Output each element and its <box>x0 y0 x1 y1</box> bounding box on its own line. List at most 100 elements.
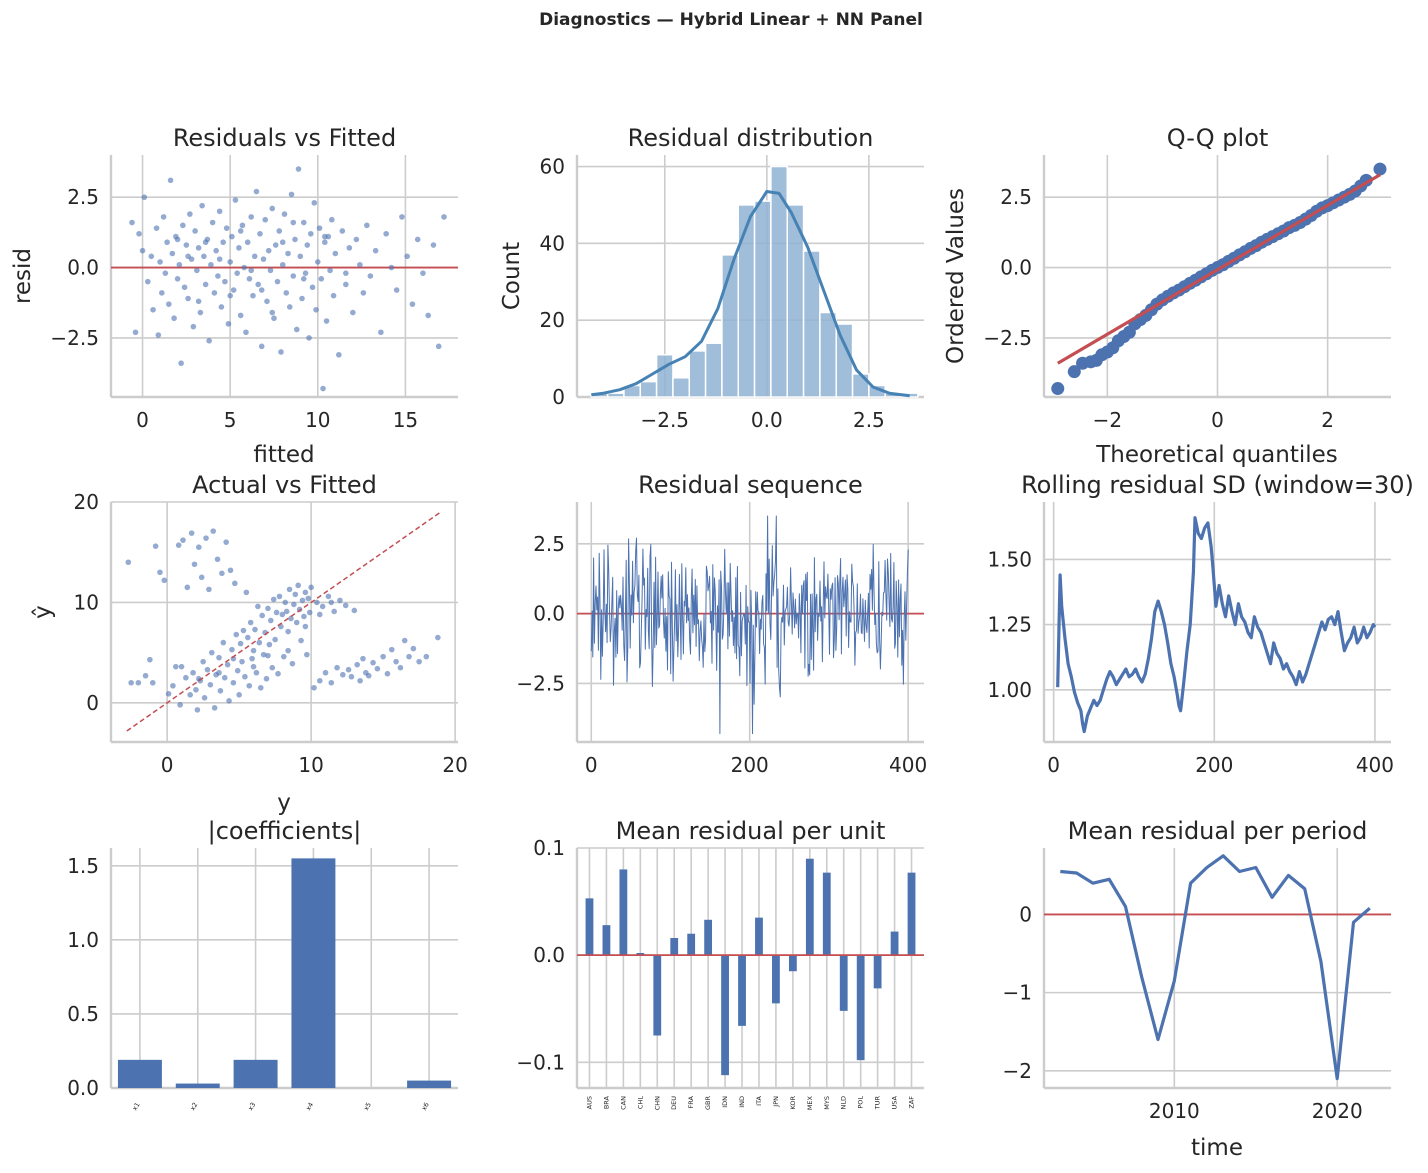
x-tick-label: ZAF <box>908 1096 916 1109</box>
scatter-point <box>332 250 339 257</box>
scatter-point <box>401 637 408 644</box>
scatter-point <box>248 214 255 220</box>
scatter-point <box>260 651 267 658</box>
scatter-point <box>300 219 307 226</box>
unit-residual-bar <box>704 919 713 956</box>
scatter-point <box>165 690 172 697</box>
figure-suptitle: Diagnostics — Hybrid Linear + NN Panel <box>539 10 923 30</box>
scatter-point <box>258 343 265 350</box>
scatter-point <box>286 586 293 593</box>
scatter-point <box>201 253 207 260</box>
scatter-point <box>399 214 405 220</box>
scatter-point <box>357 677 363 684</box>
scatter-point <box>197 309 204 316</box>
scatter-point <box>195 245 202 251</box>
scatter-point <box>314 259 321 265</box>
scatter-point <box>227 567 234 574</box>
scatter-point <box>351 607 358 614</box>
scatter-point <box>322 233 328 240</box>
scatter-point <box>193 686 199 693</box>
scatter-point <box>177 702 183 708</box>
scatter-point <box>290 273 297 279</box>
y-tick-label: 40 <box>540 231 565 255</box>
scatter-point <box>174 236 181 243</box>
scatter-point <box>149 679 156 686</box>
scatter-point <box>270 596 277 603</box>
scatter-point <box>286 304 293 310</box>
scatter-point <box>283 608 290 615</box>
scatter-point <box>132 329 139 336</box>
scatter-point <box>210 528 217 534</box>
panel-resid-hist: 0 20 40 60 −2.5 0.0 2.5 Residual distribution Co… <box>499 124 924 432</box>
scatter-point <box>288 191 295 198</box>
scatter-point <box>343 270 349 276</box>
x-tick-label: x3 <box>246 1101 257 1112</box>
x-axis-label: y <box>277 790 291 816</box>
y-tick-label: −0.1 <box>516 1050 565 1074</box>
x-tick-label: IND <box>738 1096 746 1108</box>
scatter-point <box>246 276 253 282</box>
scatter-point <box>214 556 221 563</box>
scatter-point <box>285 250 291 257</box>
scatter-point <box>285 647 291 654</box>
panel-resid-fitted: −2.5 0.0 2.5 0 5 10 15 Residuals vs Fitted fitte… <box>10 124 458 468</box>
scatter-point <box>147 656 153 663</box>
scatter-point <box>223 225 230 231</box>
scatter-point <box>334 664 340 671</box>
x-tick-label: USA <box>891 1095 899 1109</box>
panel-title: Q-Q plot <box>1167 124 1269 152</box>
scatter-point <box>188 530 195 536</box>
scatter-point <box>289 660 296 667</box>
scatter-point <box>162 270 169 276</box>
unit-residual-bar <box>856 955 865 1061</box>
scatter-point <box>206 586 212 593</box>
x-tick-label: 10 <box>298 753 323 777</box>
scatter-point <box>216 654 222 661</box>
y-axis-label: ŷ <box>30 605 56 619</box>
x-tick-label: 400 <box>1356 753 1394 777</box>
panel-title: Actual vs Fitted <box>192 471 377 499</box>
scatter-point <box>145 278 151 285</box>
scatter-point <box>215 273 221 279</box>
scatter-point <box>239 222 246 229</box>
scatter-point <box>337 597 343 604</box>
scatter-point <box>336 351 342 358</box>
scatter-point <box>330 292 337 299</box>
panel-grid: −2.5 0.0 2.5 0 5 10 15 Residuals vs Fitted fitte… <box>10 124 1414 1161</box>
scatter-point <box>209 219 216 226</box>
x-tick-label: 400 <box>889 753 927 777</box>
scatter-point <box>353 236 360 243</box>
x-tick-label: NLD <box>840 1096 848 1110</box>
scatter-point <box>206 337 212 344</box>
unit-residual-bar <box>602 925 611 956</box>
scatter-point <box>171 315 177 322</box>
scatter-point <box>200 658 206 665</box>
x-tick-label: JPN <box>772 1096 780 1108</box>
scatter-point <box>255 603 261 610</box>
x-tick-label: 0 <box>1047 753 1060 777</box>
scatter-point <box>229 233 235 240</box>
scatter-point <box>409 301 416 307</box>
scatter-point <box>236 692 242 698</box>
scatter-point <box>343 281 349 288</box>
scatter-point <box>276 228 283 234</box>
histogram-bar <box>851 373 870 398</box>
scatter-point <box>250 647 257 654</box>
scatter-point <box>360 290 367 296</box>
scatter-point <box>295 582 301 589</box>
unit-residual-bar <box>721 955 729 1076</box>
x-tick-label: 0 <box>1211 408 1224 432</box>
y-tick-label: −2.5 <box>50 326 99 350</box>
scatter-point <box>237 228 244 234</box>
scatter-point <box>207 681 214 688</box>
panel-title: |coefficients| <box>208 817 362 845</box>
scatter-point <box>430 242 437 248</box>
scatter-point <box>320 385 326 392</box>
scatter-point <box>319 603 326 610</box>
scatter-point <box>354 661 361 668</box>
histogram-bar <box>819 311 837 398</box>
scatter-point <box>331 608 337 615</box>
x-tick-label: KOR <box>789 1096 797 1110</box>
scatter-point <box>180 537 186 543</box>
scatter-point <box>166 301 172 307</box>
